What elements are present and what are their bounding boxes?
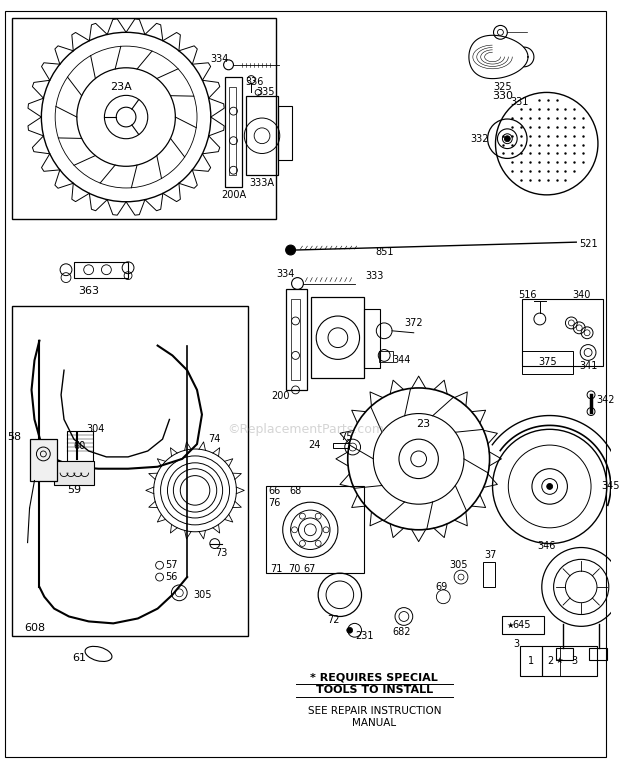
Text: 333A: 333A <box>249 178 275 188</box>
Text: 645: 645 <box>513 621 531 631</box>
Bar <box>229 87 236 175</box>
Text: 332: 332 <box>471 134 489 144</box>
Bar <box>365 310 380 368</box>
Circle shape <box>504 136 510 141</box>
Text: 58: 58 <box>7 432 22 442</box>
Text: 72: 72 <box>327 615 339 625</box>
Text: 305: 305 <box>449 560 467 571</box>
Text: 330: 330 <box>492 91 513 101</box>
Text: 59: 59 <box>67 485 81 495</box>
Text: 3: 3 <box>571 656 577 666</box>
Circle shape <box>286 245 296 255</box>
Text: SEE REPAIR INSTRUCTION: SEE REPAIR INSTRUCTION <box>308 706 441 716</box>
Bar <box>278 106 291 161</box>
Text: 71: 71 <box>270 564 282 574</box>
Text: ★: ★ <box>507 621 514 630</box>
Text: 76: 76 <box>268 498 280 508</box>
Bar <box>291 300 301 380</box>
Bar <box>522 350 574 374</box>
Bar <box>520 646 542 676</box>
Bar <box>12 306 248 636</box>
Text: 334: 334 <box>210 54 228 64</box>
Text: 325: 325 <box>493 81 512 91</box>
Bar <box>286 290 308 390</box>
Text: 1: 1 <box>528 656 534 666</box>
Text: 334: 334 <box>277 269 295 279</box>
Text: 69: 69 <box>435 582 448 592</box>
Text: 335: 335 <box>257 88 275 98</box>
Bar <box>483 562 495 587</box>
Text: 608: 608 <box>25 624 46 634</box>
Text: 346: 346 <box>538 541 556 551</box>
Bar <box>589 648 607 660</box>
Text: 56: 56 <box>166 572 178 582</box>
Bar <box>224 77 242 187</box>
Text: TOOLS TO INSTALL: TOOLS TO INSTALL <box>316 685 433 695</box>
Text: 363: 363 <box>78 286 99 296</box>
Text: 74: 74 <box>208 434 221 444</box>
Text: 57: 57 <box>166 560 178 571</box>
Text: 200A: 200A <box>221 190 246 200</box>
Bar <box>74 262 128 277</box>
Bar <box>266 486 365 573</box>
Circle shape <box>547 484 552 489</box>
Circle shape <box>347 627 353 634</box>
Bar <box>54 461 94 485</box>
Text: 304: 304 <box>87 424 105 435</box>
Bar <box>30 439 57 481</box>
Text: 342: 342 <box>596 395 614 405</box>
Text: 521: 521 <box>579 239 598 249</box>
Text: 341: 341 <box>579 361 597 371</box>
Text: 37: 37 <box>484 551 497 561</box>
Bar <box>67 432 92 461</box>
Text: 344: 344 <box>392 356 411 366</box>
Text: ★: ★ <box>556 657 564 665</box>
Text: 682: 682 <box>392 627 411 637</box>
Text: 3: 3 <box>513 639 519 649</box>
Text: 305: 305 <box>193 590 211 600</box>
Text: 23: 23 <box>417 419 431 429</box>
Text: MANUAL: MANUAL <box>352 718 396 728</box>
Text: 66: 66 <box>268 486 280 496</box>
Bar <box>542 646 597 676</box>
Text: 333: 333 <box>365 270 384 280</box>
Text: 340: 340 <box>572 290 590 300</box>
Text: 331: 331 <box>510 98 528 108</box>
Text: 200: 200 <box>272 391 290 401</box>
Text: 231: 231 <box>355 631 374 641</box>
Text: 75: 75 <box>340 432 353 442</box>
Text: 67: 67 <box>303 564 316 574</box>
Text: 851: 851 <box>375 247 394 257</box>
Text: 516: 516 <box>518 290 536 300</box>
Bar <box>333 443 348 448</box>
Text: 60: 60 <box>74 441 86 451</box>
Text: 70: 70 <box>289 564 301 574</box>
Text: 336: 336 <box>245 77 264 87</box>
Bar <box>502 617 544 634</box>
Text: 345: 345 <box>601 482 619 492</box>
Text: ©ReplacementParts.com: ©ReplacementParts.com <box>227 423 384 435</box>
Bar <box>311 297 365 378</box>
Bar <box>522 300 603 366</box>
Bar <box>246 96 278 175</box>
Text: 372: 372 <box>404 318 423 328</box>
Text: 2: 2 <box>547 656 554 666</box>
Text: 23A: 23A <box>110 82 132 92</box>
Text: 24: 24 <box>308 440 320 450</box>
Bar <box>12 18 276 220</box>
Text: 68: 68 <box>290 486 302 496</box>
Text: 375: 375 <box>538 357 557 367</box>
Text: 73: 73 <box>216 548 228 558</box>
Text: 61: 61 <box>72 653 86 663</box>
Bar <box>556 648 574 660</box>
Bar <box>379 350 393 362</box>
Text: * REQUIRES SPECIAL: * REQUIRES SPECIAL <box>311 673 438 683</box>
